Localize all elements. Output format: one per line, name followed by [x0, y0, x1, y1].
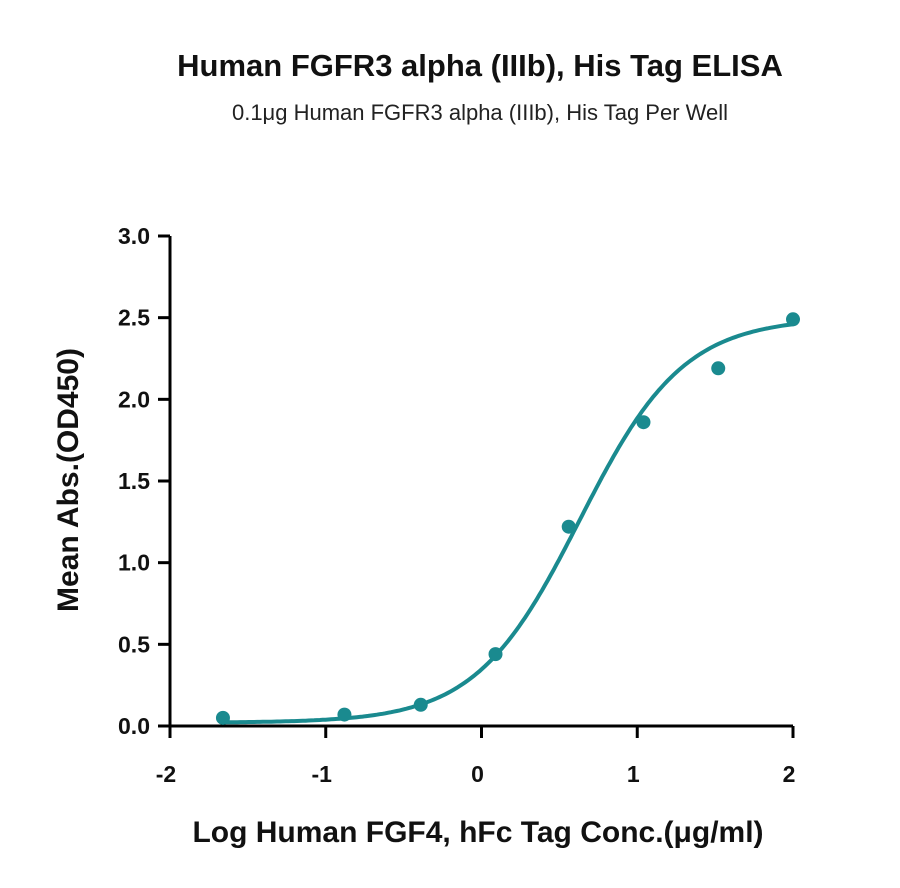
chart-subtitle: 0.1μg Human FGFR3 alpha (IIIb), His Tag …	[232, 100, 728, 125]
axes	[168, 236, 793, 728]
y-axis-title: Mean Abs.(OD450)	[52, 348, 85, 612]
x-ticks: -2 -1 0 1 2	[156, 726, 796, 787]
x-tick-label: 1	[627, 761, 640, 787]
data-point	[488, 647, 503, 662]
y-tick-label: 2.5	[118, 305, 150, 331]
data-point	[413, 697, 428, 712]
y-tick-label: 3.0	[118, 223, 150, 249]
chart-title: Human FGFR3 alpha (IIIb), His Tag ELISA	[177, 48, 783, 83]
y-ticks: 0.0 0.5 1.0 1.5 2.0 2.5 3.0	[118, 223, 170, 739]
data-point	[215, 710, 230, 725]
x-tick-label: -2	[156, 761, 176, 787]
y-tick-label: 1.0	[118, 550, 150, 576]
x-axis-title: Log Human FGF4, hFc Tag Conc.(μg/ml)	[192, 816, 763, 849]
y-tick-label: 0.5	[118, 631, 150, 657]
y-tick-label: 2.0	[118, 386, 150, 412]
data-point	[561, 519, 576, 534]
x-tick-label: 0	[471, 761, 484, 787]
data-point	[711, 361, 726, 376]
data-point	[337, 707, 352, 722]
y-tick-label: 1.5	[118, 468, 150, 494]
x-tick-label: -1	[312, 761, 333, 787]
data-points	[215, 312, 800, 725]
data-point	[786, 312, 800, 327]
fit-curve	[221, 322, 795, 725]
y-tick-label: 0.0	[118, 713, 150, 739]
data-point	[636, 415, 651, 430]
x-tick-label: 2	[783, 761, 796, 787]
